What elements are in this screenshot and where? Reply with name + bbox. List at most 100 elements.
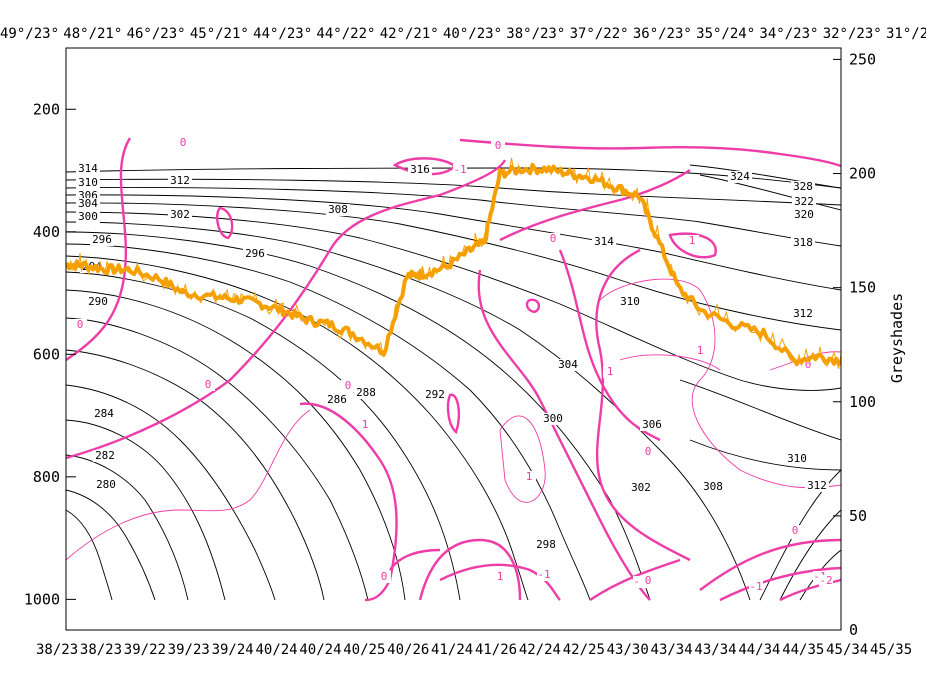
bottom-axis-label: 40/25 bbox=[343, 642, 385, 658]
contour-label-bg bbox=[791, 181, 815, 193]
theta-contour bbox=[66, 489, 156, 601]
contour-label-bg bbox=[541, 413, 565, 425]
left-axis-tick-label: 400 bbox=[33, 223, 60, 241]
contour-label-bg bbox=[801, 359, 815, 371]
theta-contour bbox=[66, 419, 226, 601]
theta-contour-label: 306 bbox=[642, 418, 662, 431]
contour-label-bg bbox=[603, 366, 617, 378]
pv-contour-label: 0 bbox=[205, 378, 212, 391]
contour-label-bg bbox=[791, 308, 815, 320]
contour-label-bg bbox=[641, 446, 655, 458]
pv-contour bbox=[66, 159, 507, 460]
theta-contour-label: 322 bbox=[794, 195, 814, 208]
theta-contour-label: 324 bbox=[730, 170, 750, 183]
theta-contour-label: 316 bbox=[410, 163, 430, 176]
theta-contour bbox=[66, 317, 369, 601]
theta-contour bbox=[66, 384, 276, 601]
theta-contours bbox=[66, 164, 841, 601]
top-axis-label: 44°/22° bbox=[316, 26, 375, 42]
contour-label-bg bbox=[556, 359, 580, 371]
pv-contour bbox=[558, 249, 661, 442]
pv-contour-label: 0 bbox=[805, 358, 812, 371]
theta-contour-label: 312 bbox=[807, 479, 827, 492]
theta-contour-label: 320 bbox=[794, 208, 814, 221]
top-axis-label: 46°/23° bbox=[127, 26, 186, 42]
pv-contour bbox=[779, 578, 841, 602]
pv-contour bbox=[668, 232, 717, 259]
contour-label-bg bbox=[76, 211, 100, 223]
pv-contour-label: 0 bbox=[381, 570, 388, 583]
theta-contour bbox=[66, 255, 529, 601]
contour-label-bg bbox=[592, 236, 616, 248]
contour-label-bg bbox=[93, 450, 117, 462]
contour-label-bg bbox=[534, 539, 558, 551]
pv-contour bbox=[699, 538, 841, 591]
right-axis-tick-label: 200 bbox=[849, 165, 876, 183]
contour-label-bg bbox=[90, 234, 114, 246]
bottom-axis-label: 39/24 bbox=[212, 642, 254, 658]
contour-label-bg bbox=[537, 569, 551, 581]
pv-contour-label: 0 bbox=[180, 136, 187, 149]
theta-contour-label: 302 bbox=[170, 208, 190, 221]
top-axis-label: 31°/23° bbox=[886, 26, 926, 42]
contour-label-bg bbox=[341, 380, 355, 392]
pv-contour-label: -1 bbox=[453, 163, 466, 176]
left-axis-tick-label: 600 bbox=[33, 345, 60, 363]
bottom-axis-label: 40/24 bbox=[299, 642, 341, 658]
theta-contour-label: 310 bbox=[787, 452, 807, 465]
theta-contour bbox=[66, 509, 113, 601]
contour-label-bg bbox=[325, 394, 349, 406]
right-axis-title: Greyshades bbox=[888, 293, 906, 383]
bottom-axis-label: 44/34 bbox=[738, 642, 780, 658]
pv-contour bbox=[719, 566, 841, 602]
pv-contour-label: -1 bbox=[749, 580, 762, 593]
theta-contour bbox=[689, 164, 841, 189]
pv-contour bbox=[446, 393, 461, 435]
contour-label-bg bbox=[749, 581, 763, 593]
pv-contour-label: 0 bbox=[77, 318, 84, 331]
theta-labels: 3143103063043002962942903123022963083163… bbox=[76, 162, 829, 551]
bottom-axis-label: 42/25 bbox=[563, 642, 605, 658]
contour-label-bg bbox=[522, 471, 536, 483]
theta-contour bbox=[66, 178, 841, 206]
theta-contour-label: 300 bbox=[543, 412, 563, 425]
right-axis-tick-label: 0 bbox=[849, 621, 858, 639]
theta-contour-label: 298 bbox=[536, 538, 556, 551]
theta-contour bbox=[66, 187, 841, 247]
bottom-axis-label: 41/24 bbox=[431, 642, 473, 658]
contour-label-bg bbox=[792, 209, 816, 221]
contour-label-bg bbox=[94, 479, 118, 491]
theta-contour bbox=[66, 194, 841, 291]
contour-label-bg bbox=[791, 237, 815, 249]
theta-contour-label: 312 bbox=[170, 174, 190, 187]
top-axis-labels: 49°/23° 48°/21° 46°/23° 45°/21° 44°/23° 44°/2… bbox=[0, 26, 926, 42]
pv-contour bbox=[439, 563, 561, 601]
bottom-axis-label: 43/34 bbox=[651, 642, 693, 658]
bottom-axis-label: 38/23 bbox=[80, 642, 122, 658]
bottom-axis-label: 45/35 bbox=[870, 642, 912, 658]
pv-contour bbox=[418, 538, 522, 601]
top-axis-label: 34°/23° bbox=[759, 26, 818, 42]
contour-label-bg bbox=[201, 379, 215, 391]
top-axis-label: 48°/21° bbox=[63, 26, 122, 42]
pv-contour-label: -2 bbox=[819, 574, 832, 587]
contour-label-bg bbox=[491, 140, 505, 152]
theta-contour-label: 302 bbox=[631, 481, 651, 494]
pv-contour-label: 0 bbox=[645, 574, 652, 587]
theta-contour-label: 282 bbox=[95, 449, 115, 462]
contour-label-bg bbox=[792, 196, 816, 208]
top-axis-label: 32°/23° bbox=[823, 26, 882, 42]
top-axis-label: 49°/23° bbox=[0, 26, 59, 42]
contour-label-bg bbox=[640, 419, 664, 431]
bottom-axis-label: 39/23 bbox=[168, 642, 210, 658]
bottom-axis-label: 44/35 bbox=[782, 642, 824, 658]
contour-label-bg bbox=[453, 164, 467, 176]
contour-label-bg bbox=[819, 575, 833, 587]
contour-label-bg bbox=[176, 137, 190, 149]
right-axis-tick-label: 250 bbox=[849, 50, 876, 68]
greyshade-series-line bbox=[66, 162, 841, 367]
pv-contour bbox=[595, 248, 691, 562]
contour-label-bg bbox=[493, 571, 507, 583]
contour-label-bg bbox=[76, 163, 100, 175]
